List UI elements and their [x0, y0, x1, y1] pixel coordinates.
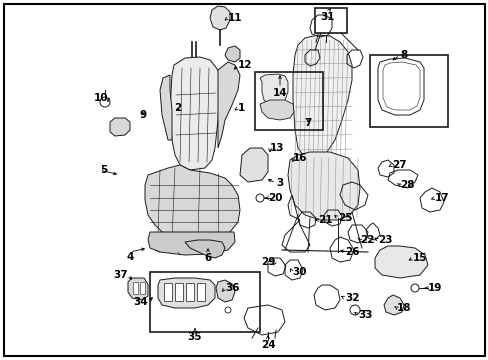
Polygon shape [218, 62, 240, 148]
Polygon shape [148, 232, 235, 255]
Polygon shape [128, 278, 148, 300]
Text: 10: 10 [93, 93, 108, 103]
Text: 30: 30 [291, 267, 306, 277]
Text: 24: 24 [260, 340, 275, 350]
Text: 15: 15 [412, 253, 427, 263]
Text: 32: 32 [345, 293, 359, 303]
Bar [369, 55, 447, 127]
Polygon shape [110, 118, 130, 136]
Text: 26: 26 [345, 247, 359, 257]
Polygon shape [260, 74, 287, 105]
Text: 4: 4 [126, 252, 133, 262]
Text: 12: 12 [238, 60, 252, 70]
Polygon shape [292, 35, 351, 160]
Text: 11: 11 [227, 13, 242, 23]
Text: 33: 33 [357, 310, 372, 320]
Polygon shape [145, 165, 240, 240]
Polygon shape [240, 148, 267, 182]
Text: 2: 2 [174, 103, 181, 113]
Text: 19: 19 [427, 283, 442, 293]
Bar [150, 272, 260, 332]
Polygon shape [170, 57, 220, 170]
Text: 16: 16 [292, 153, 307, 163]
Text: 6: 6 [204, 253, 211, 263]
Bar [185, 283, 194, 301]
Text: 8: 8 [399, 50, 407, 60]
Bar [175, 283, 183, 301]
Text: 17: 17 [434, 193, 448, 203]
Text: 25: 25 [337, 213, 352, 223]
Text: 18: 18 [396, 303, 411, 313]
Text: 36: 36 [224, 283, 239, 293]
Text: 23: 23 [377, 235, 392, 245]
Polygon shape [158, 278, 215, 308]
Text: 5: 5 [100, 165, 107, 175]
Polygon shape [383, 295, 403, 315]
Polygon shape [224, 46, 240, 62]
Text: 20: 20 [267, 193, 282, 203]
Polygon shape [287, 152, 359, 220]
Text: 35: 35 [187, 332, 202, 342]
Polygon shape [184, 240, 224, 258]
Polygon shape [260, 100, 293, 120]
Bar [140, 282, 145, 294]
Text: 1: 1 [238, 103, 245, 113]
Text: 29: 29 [260, 257, 274, 267]
Text: 9: 9 [139, 110, 146, 120]
Polygon shape [160, 75, 172, 140]
Polygon shape [216, 280, 235, 302]
Text: 7: 7 [304, 118, 311, 128]
Text: 37: 37 [113, 270, 128, 280]
Text: 31: 31 [320, 12, 335, 22]
Bar [197, 283, 204, 301]
Text: 27: 27 [391, 160, 406, 170]
Bar [163, 283, 172, 301]
Bar [314, 8, 346, 33]
Text: 3: 3 [275, 178, 283, 188]
Text: 13: 13 [269, 143, 284, 153]
Polygon shape [209, 6, 229, 30]
Text: 28: 28 [399, 180, 414, 190]
Bar [254, 72, 323, 130]
Bar [133, 282, 138, 294]
Text: 22: 22 [359, 235, 374, 245]
Text: 21: 21 [317, 215, 332, 225]
Text: 14: 14 [272, 88, 287, 98]
Polygon shape [374, 246, 427, 278]
Text: 34: 34 [133, 297, 148, 307]
